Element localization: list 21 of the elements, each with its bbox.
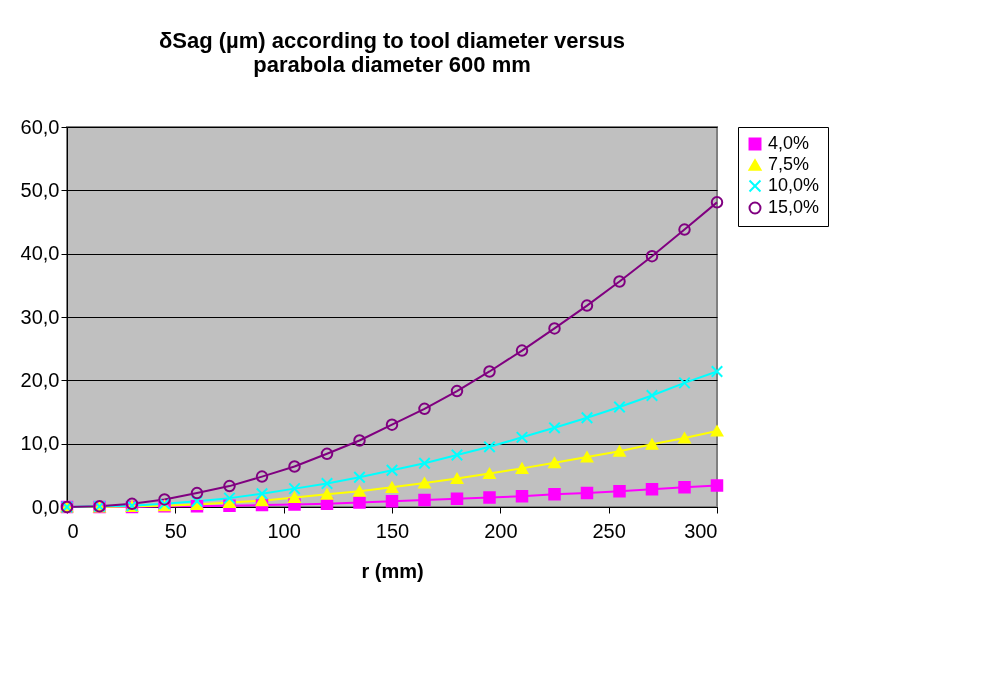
x-tick-label: 250 (592, 519, 626, 542)
y-tick-label: 50,0 (20, 178, 60, 201)
y-tick-label: 40,0 (20, 242, 60, 265)
legend-label: 15,0% (768, 197, 820, 217)
y-tick-label: 0,0 (31, 495, 60, 518)
x-axis-title: r (mm) (361, 559, 424, 582)
y-tick-label: 10,0 (20, 432, 60, 455)
text: parabola diameter 600 mm (253, 52, 531, 77)
y-tick-label: 60,0 (20, 115, 60, 138)
x-tick-label: 300 (684, 519, 718, 542)
x-tick-label: 50 (164, 519, 187, 542)
legend-label: 10,0% (768, 175, 820, 195)
y-tick-label: 30,0 (20, 305, 60, 328)
y-tick-label: 20,0 (20, 368, 60, 391)
text: δSag (µm) according to tool diameter versus (158, 28, 626, 53)
x-tick-label: 100 (267, 519, 301, 542)
x-tick-label: 150 (375, 519, 410, 542)
x-tick-label: 0 (67, 519, 79, 542)
x-tick-label: 200 (484, 519, 518, 542)
legend-label: 7,5% (768, 154, 810, 174)
legend-label: 4,0% (768, 133, 810, 153)
